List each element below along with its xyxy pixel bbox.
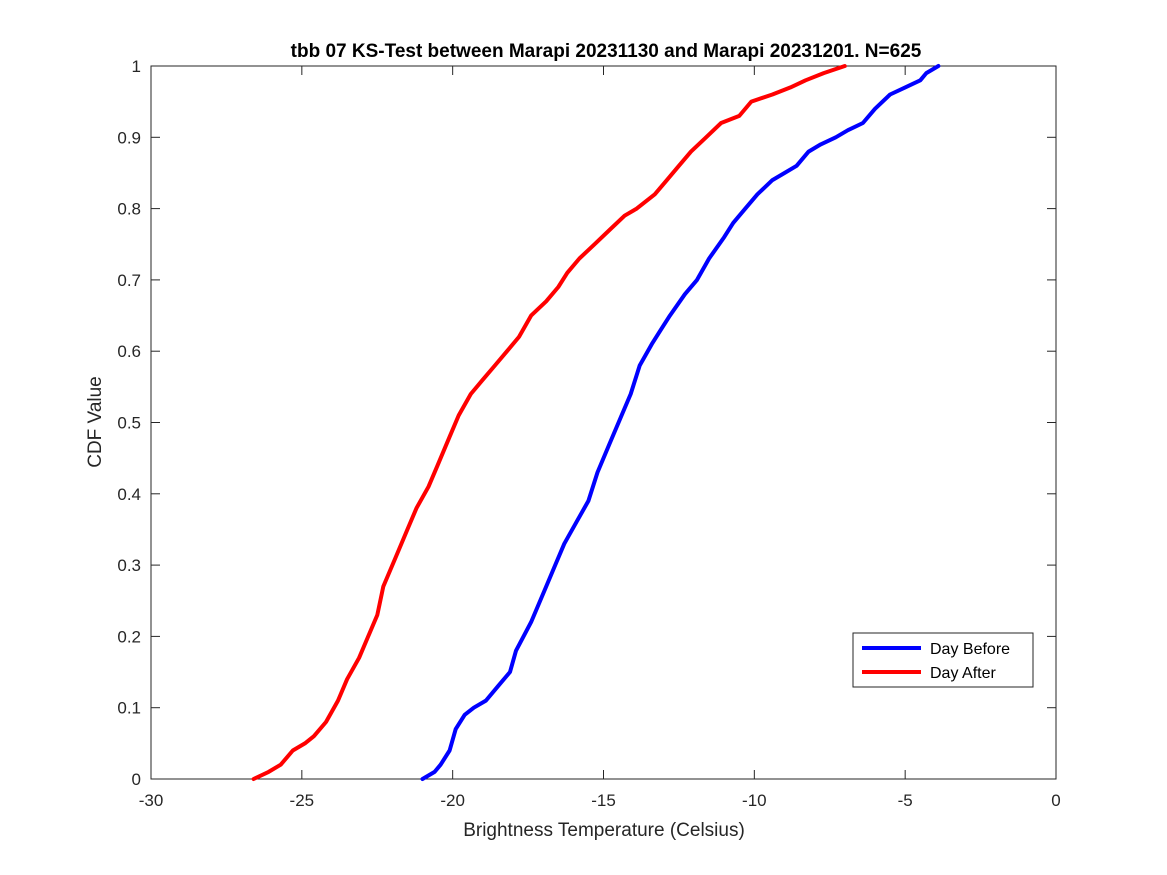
legend-label-day-before: Day Before bbox=[930, 641, 1010, 658]
chart-title: tbb 07 KS-Test between Marapi 20231130 a… bbox=[291, 41, 922, 62]
y-axis-label: CDF Value bbox=[85, 376, 106, 468]
y-tick-label: 0.9 bbox=[117, 128, 141, 147]
x-tick-label: -10 bbox=[742, 791, 767, 810]
series-layer bbox=[251, 64, 941, 781]
x-tick-label: -20 bbox=[440, 791, 465, 810]
legend-box bbox=[852, 632, 1034, 688]
legend: Day Before Day After bbox=[852, 632, 1034, 688]
y-tick-label: 0.4 bbox=[117, 485, 141, 504]
x-tick-label: 0 bbox=[1051, 791, 1060, 810]
series-line-day-before bbox=[420, 64, 941, 781]
y-tick-label: 0.7 bbox=[117, 271, 141, 290]
y-tick-label: 0.5 bbox=[117, 414, 141, 433]
y-tick-label: 0 bbox=[132, 770, 141, 789]
axis-ticks: -30 -25 -20 -15 -10 -5 0 0 0.1 0.2 0.3 0.4 0.5 0.6 0.7… bbox=[117, 57, 1060, 810]
y-tick-label: 0.1 bbox=[117, 699, 141, 718]
y-tick-label: 0.2 bbox=[117, 627, 141, 646]
legend-label-day-after: Day After bbox=[930, 665, 996, 682]
y-tick-label: 1 bbox=[132, 57, 141, 76]
y-tick-label: 0.3 bbox=[117, 556, 141, 575]
y-tick-label: 0.6 bbox=[117, 342, 141, 361]
x-tick-label: -15 bbox=[591, 791, 616, 810]
y-tick-label: 0.8 bbox=[117, 200, 141, 219]
x-axis-label: Brightness Temperature (Celsius) bbox=[463, 820, 745, 841]
x-tick-label: -30 bbox=[139, 791, 164, 810]
series-line-day-after bbox=[251, 64, 847, 781]
x-tick-label: -5 bbox=[898, 791, 913, 810]
x-tick-label: -25 bbox=[290, 791, 315, 810]
